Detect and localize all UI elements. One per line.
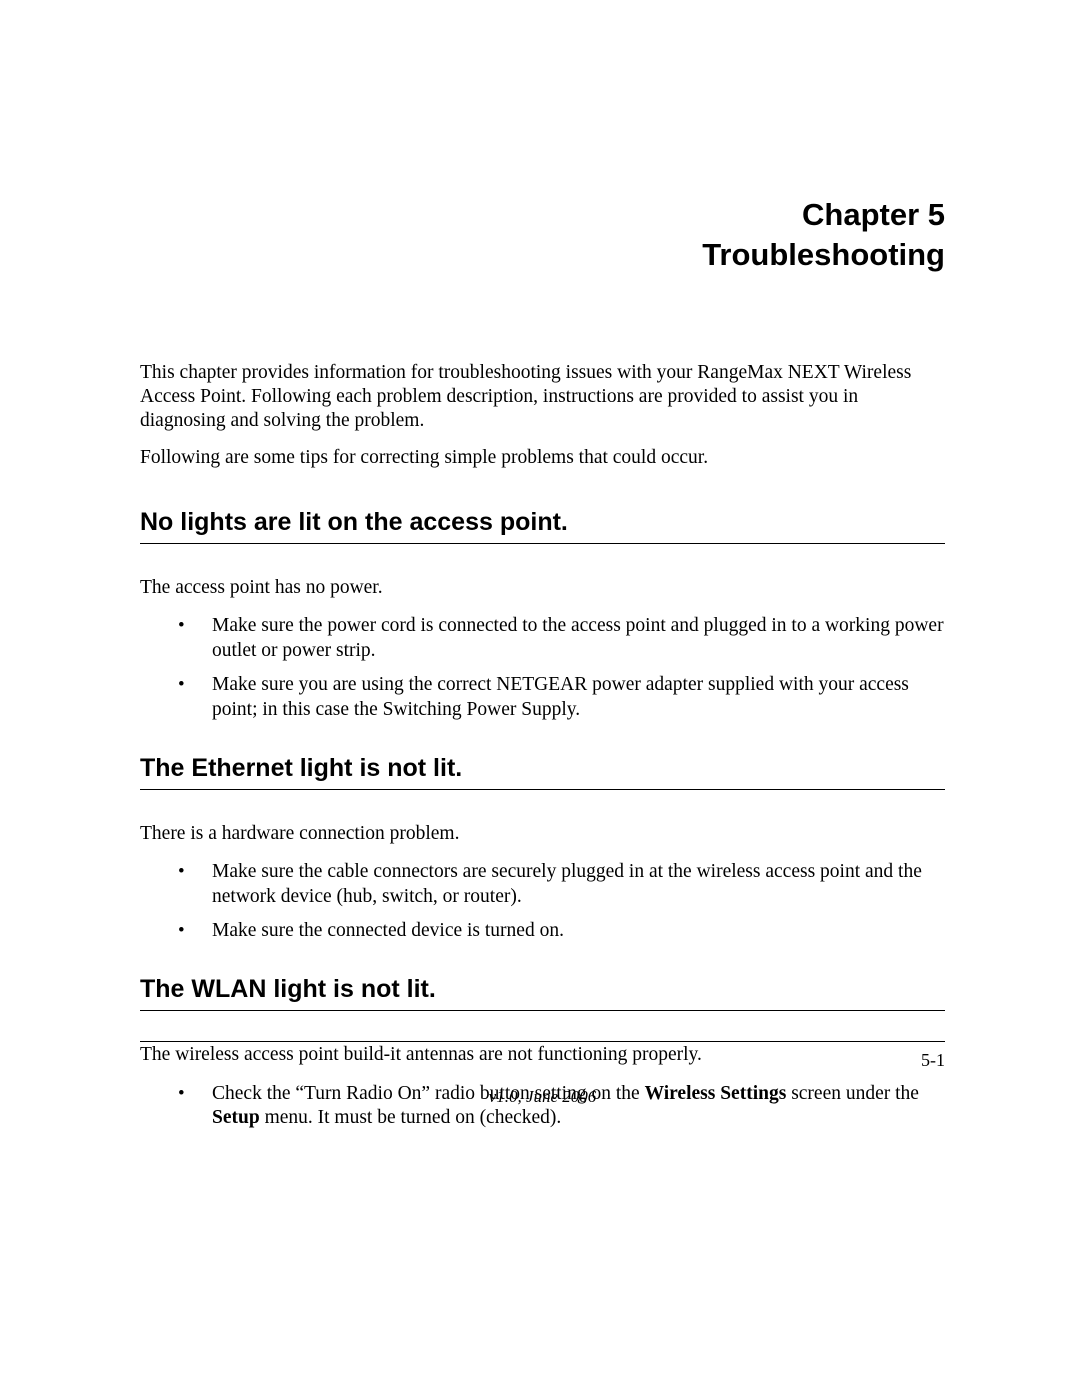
intro-paragraph-1: This chapter provides information for tr… (140, 361, 945, 434)
page-number: 5-1 (140, 1050, 945, 1071)
list-item: Make sure the power cord is connected to… (140, 614, 945, 663)
section-intro: The access point has no power. (140, 576, 945, 600)
page-content: Chapter 5 Troubleshooting This chapter p… (0, 0, 1080, 1131)
chapter-title-block: Chapter 5 Troubleshooting (140, 195, 945, 276)
section-intro: There is a hardware connection problem. (140, 822, 945, 846)
bullet-text-suffix: menu. It must be turned on (checked). (260, 1107, 562, 1128)
intro-paragraph-2: Following are some tips for correcting s… (140, 446, 945, 470)
section-heading-wlan: The WLAN light is not lit. (140, 975, 945, 1011)
section-heading-ethernet: The Ethernet light is not lit. (140, 754, 945, 790)
chapter-title: Troubleshooting (140, 235, 945, 275)
list-item: Make sure the cable connectors are secur… (140, 860, 945, 909)
page-footer: 5-1 v1.0, June 2006 (140, 1041, 945, 1107)
version-text: v1.0, June 2006 (140, 1087, 945, 1107)
list-item: Make sure you are using the correct NETG… (140, 673, 945, 722)
list-item: Make sure the connected device is turned… (140, 919, 945, 943)
section-heading-no-lights: No lights are lit on the access point. (140, 508, 945, 544)
bullet-text-bold: Setup (212, 1107, 260, 1128)
bullet-list: Make sure the cable connectors are secur… (140, 860, 945, 943)
chapter-number: Chapter 5 (140, 195, 945, 235)
bullet-list: Make sure the power cord is connected to… (140, 614, 945, 722)
